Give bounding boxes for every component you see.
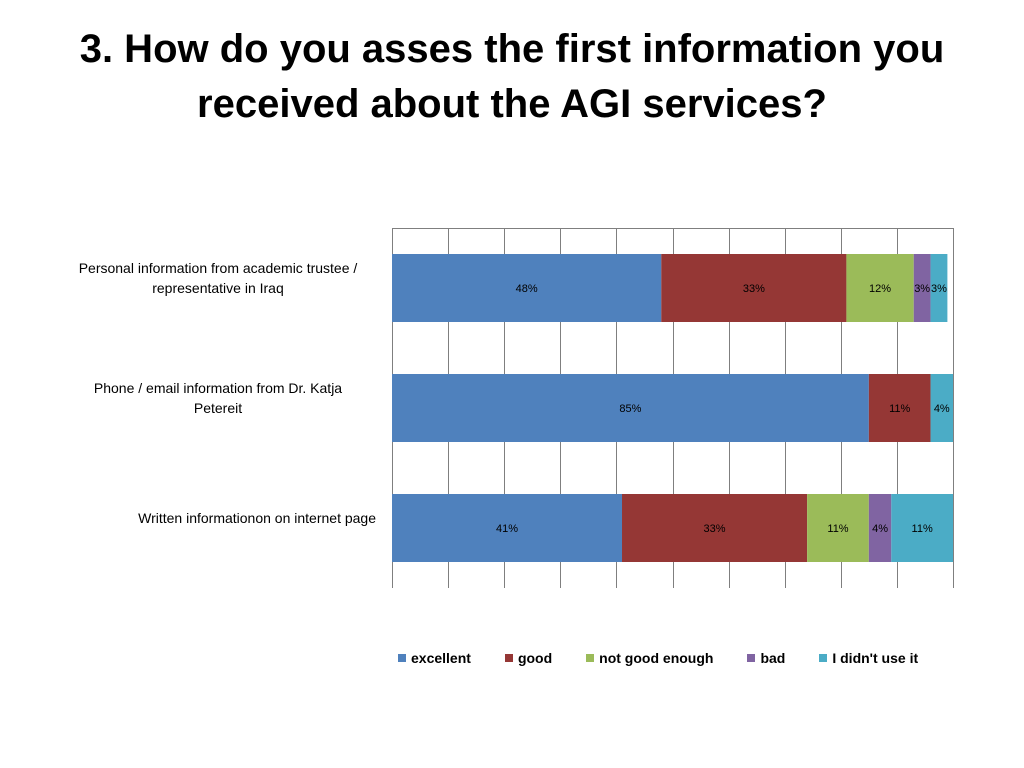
category-label: Personal information from academic trust…	[79, 260, 358, 296]
category-label: Written informationon on internet page	[138, 510, 376, 526]
bar-segment	[868, 494, 892, 562]
data-label: 3%	[931, 283, 947, 295]
legend-label: bad	[760, 650, 786, 666]
legend-swatch	[747, 654, 756, 662]
legend-item: I didn't use it	[819, 650, 918, 666]
legend-item: bad	[747, 650, 785, 666]
chart-legend: excellent good not good enough bad I didn't …	[398, 650, 918, 666]
bar-segment	[930, 374, 953, 442]
data-label: 41%	[496, 523, 518, 535]
bar-segment	[392, 374, 869, 442]
data-label: 4%	[872, 523, 888, 535]
bar-segment	[846, 254, 914, 322]
data-label: 48%	[516, 283, 538, 295]
data-label: 11%	[827, 523, 848, 535]
legend-swatch	[586, 654, 595, 662]
legend-item: good	[504, 650, 553, 666]
data-label: 12%	[869, 283, 891, 295]
category-label: Phone / email information from Dr. Katja…	[94, 380, 342, 416]
data-label: 11%	[912, 523, 933, 535]
bar-segment	[930, 254, 948, 322]
legend-swatch	[819, 654, 828, 662]
bar-segment	[392, 254, 662, 322]
legend-item: excellent	[398, 650, 471, 666]
legend-swatch	[398, 654, 406, 662]
bar-segment	[622, 494, 808, 562]
legend-label: I didn't use it	[832, 650, 919, 666]
bar-segment	[891, 494, 953, 562]
legend-label: not good enough	[599, 650, 714, 666]
bar-segment	[392, 494, 623, 562]
data-label: 33%	[704, 523, 726, 535]
legend-item: not good enough	[586, 650, 713, 666]
legend-label: good	[517, 650, 553, 666]
bar-segment	[661, 254, 847, 322]
data-label: 85%	[619, 403, 641, 415]
slide-title: 3. How do you asses the first informatio…	[79, 27, 945, 126]
data-label: 11%	[889, 403, 910, 415]
bar-segment	[868, 374, 931, 442]
legend-swatch	[504, 654, 513, 662]
bar-segment	[913, 254, 931, 322]
bar-segment	[807, 494, 869, 562]
data-label: 33%	[743, 283, 765, 295]
data-label: 3%	[914, 283, 930, 295]
legend-label: excellent	[411, 650, 471, 666]
data-label: 4%	[934, 403, 950, 415]
